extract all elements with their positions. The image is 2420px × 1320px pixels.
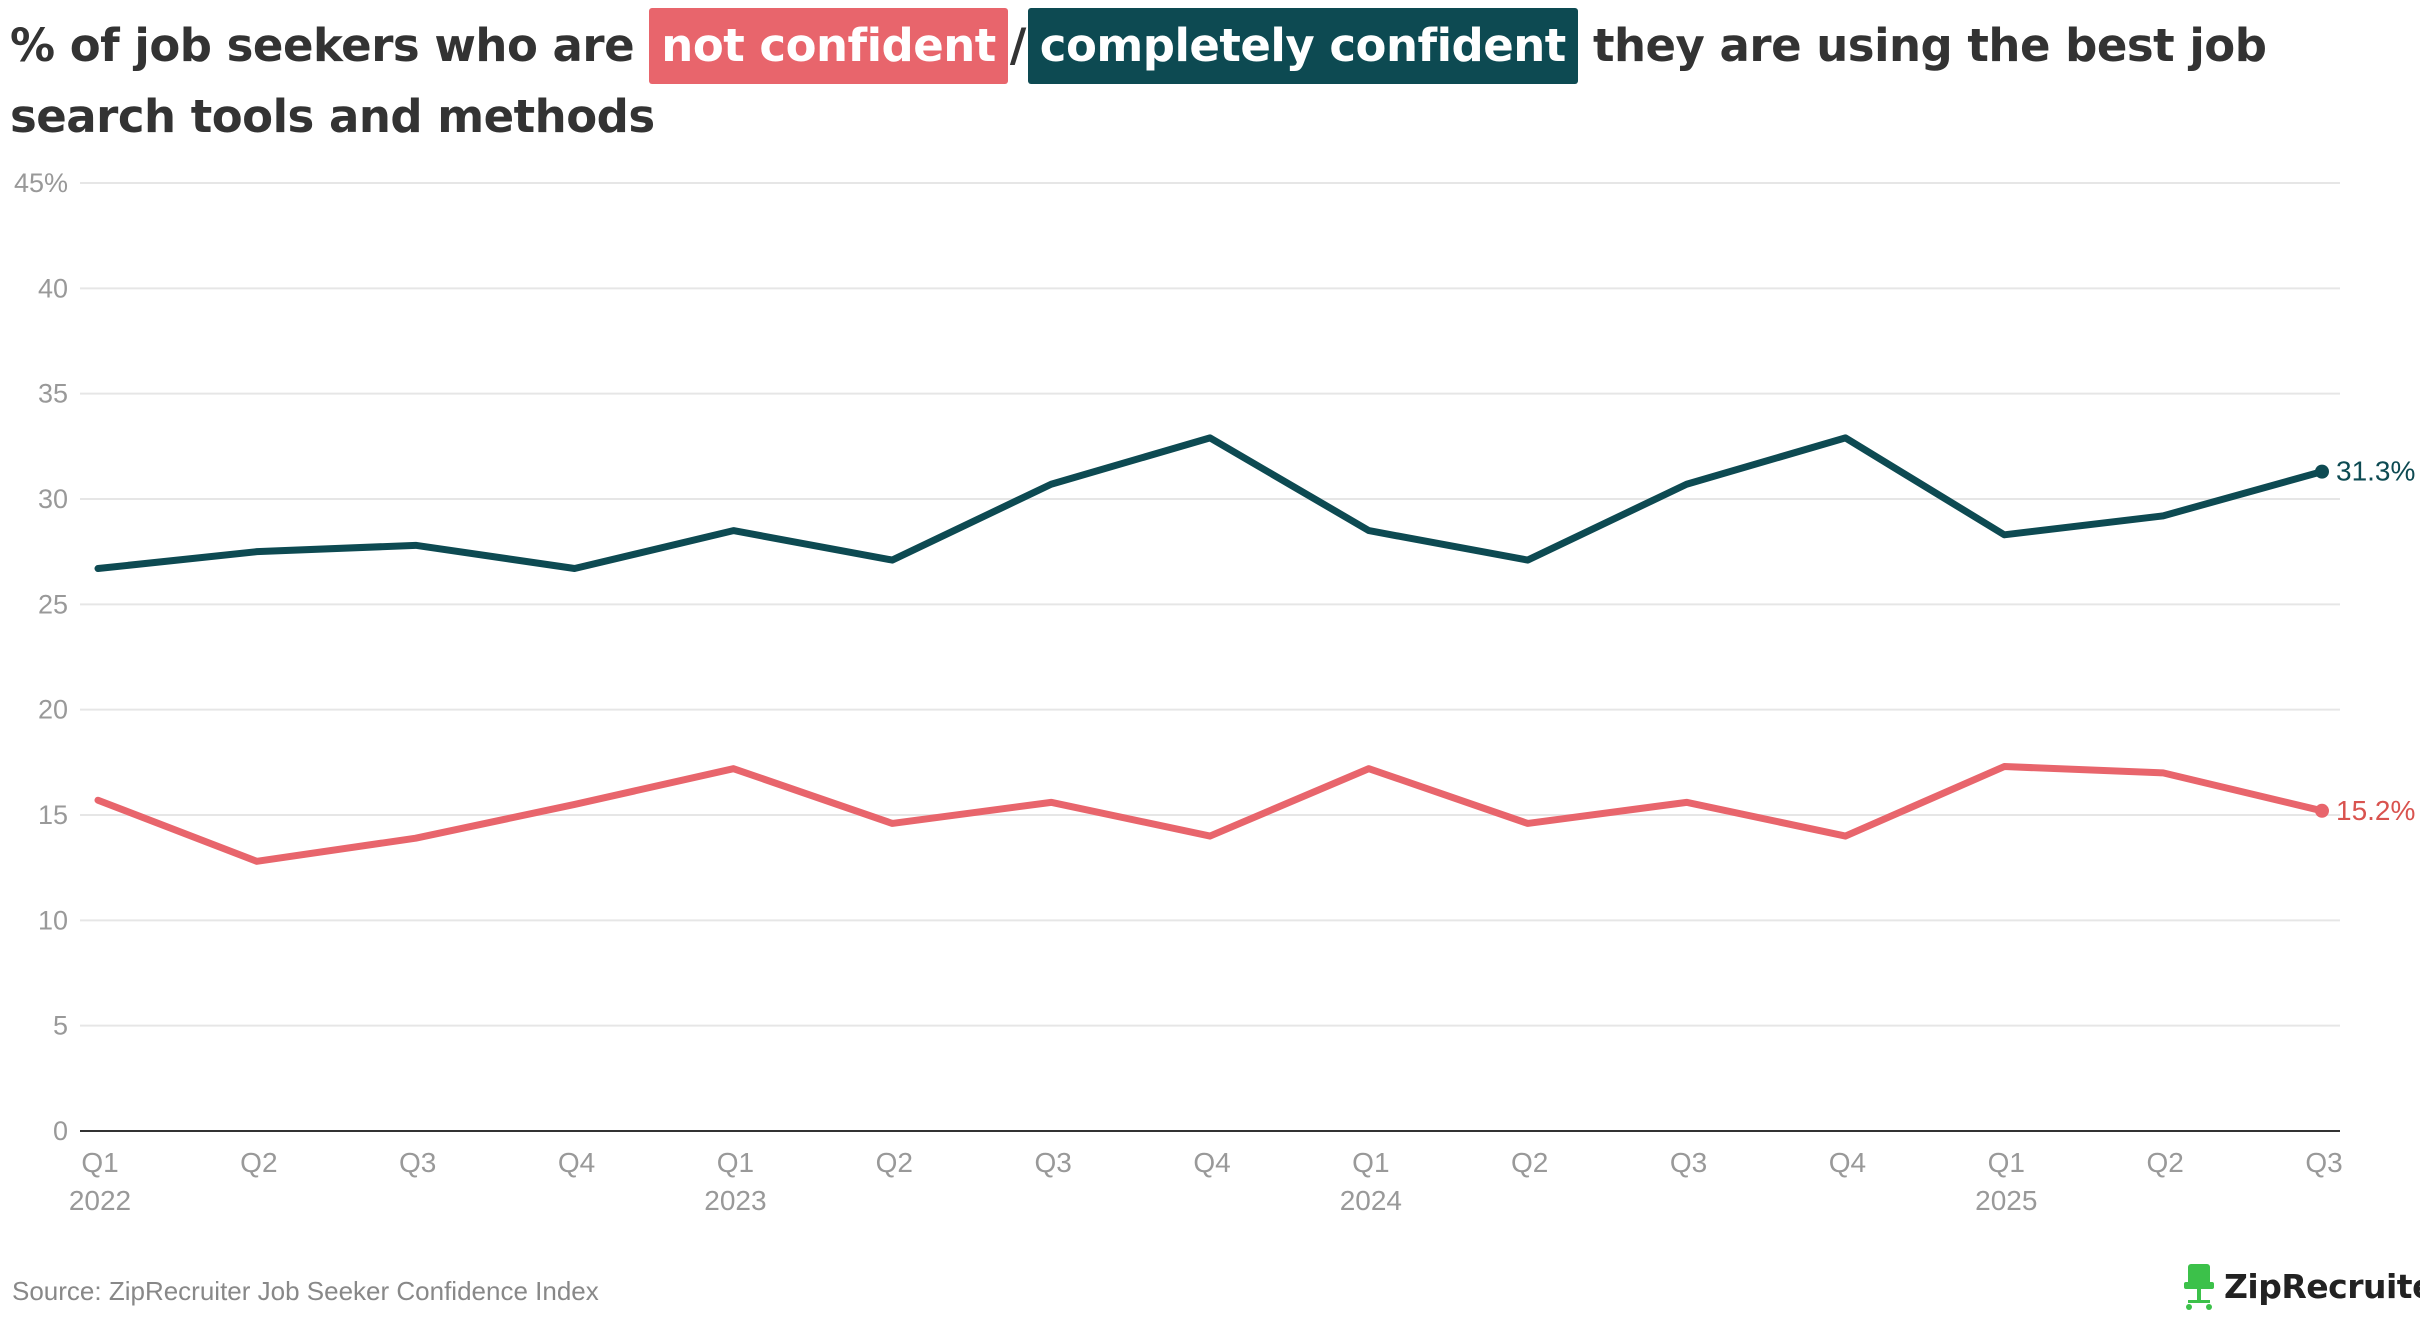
y-tick-label: 40: [38, 273, 68, 303]
chair-icon: [2184, 1264, 2214, 1310]
x-tick-label: Q1: [717, 1147, 754, 1178]
x-year-label: 2023: [704, 1185, 766, 1216]
x-tick-label: Q2: [2146, 1147, 2183, 1178]
x-tick-label: Q2: [876, 1147, 913, 1178]
y-tick-label: 10: [38, 905, 68, 935]
y-tick-label: 45%: [14, 168, 68, 198]
title-suffix: they are using the best job search tools…: [10, 19, 2267, 143]
legend-not-confident: not confident: [649, 8, 1008, 84]
y-tick-label: 15: [38, 800, 68, 830]
x-year-label: 2025: [1975, 1185, 2037, 1216]
series-line-completely-confident: [94, 434, 2326, 573]
series-end-label: 31.3%: [2336, 456, 2415, 487]
y-tick-label: 20: [38, 695, 68, 725]
x-tick-label: Q2: [1511, 1147, 1548, 1178]
x-tick-label: Q3: [1670, 1147, 1707, 1178]
series-line-not-confident: [94, 763, 2326, 865]
y-tick-label: 25: [38, 589, 68, 619]
ziprecruiter-logo: ZipRecruiter®: [2182, 1262, 2420, 1310]
logo-text: ZipRecruiter: [2224, 1266, 2420, 1306]
legend-completely-confident: completely confident: [1027, 8, 1578, 84]
x-tick-label: Q4: [1829, 1147, 1866, 1178]
y-tick-label: 0: [53, 1116, 68, 1146]
x-tick-label: Q2: [240, 1147, 277, 1178]
x-tick-label: Q1: [81, 1147, 118, 1178]
x-tick-label: Q1: [1352, 1147, 1389, 1178]
source-note: Source: ZipRecruiter Job Seeker Confiden…: [12, 1276, 599, 1306]
x-tick-label: Q3: [2305, 1147, 2342, 1178]
x-year-label: 2022: [69, 1185, 131, 1216]
x-tick-label: Q3: [399, 1147, 436, 1178]
x-tick-label: Q4: [1193, 1147, 1230, 1178]
title-prefix: % of job seekers who are: [10, 19, 635, 72]
y-tick-label: 5: [53, 1011, 68, 1041]
title-separator: /: [1009, 19, 1026, 72]
series-end-marker: [2315, 464, 2329, 479]
chart-title: % of job seekers who are not confident / c…: [10, 8, 2410, 150]
x-tick-label: Q4: [558, 1147, 595, 1178]
series-end-label: 15.2%: [2336, 795, 2415, 826]
x-tick-label: Q3: [1034, 1147, 1071, 1178]
x-tick-label: Q1: [1988, 1147, 2025, 1178]
y-tick-label: 35: [38, 379, 68, 409]
x-year-label: 2024: [1340, 1185, 1402, 1216]
series-end-marker: [2315, 803, 2329, 818]
y-tick-label: 30: [38, 484, 68, 514]
